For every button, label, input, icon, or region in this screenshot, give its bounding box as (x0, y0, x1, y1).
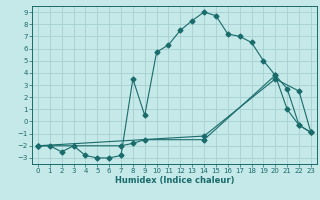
X-axis label: Humidex (Indice chaleur): Humidex (Indice chaleur) (115, 176, 234, 185)
